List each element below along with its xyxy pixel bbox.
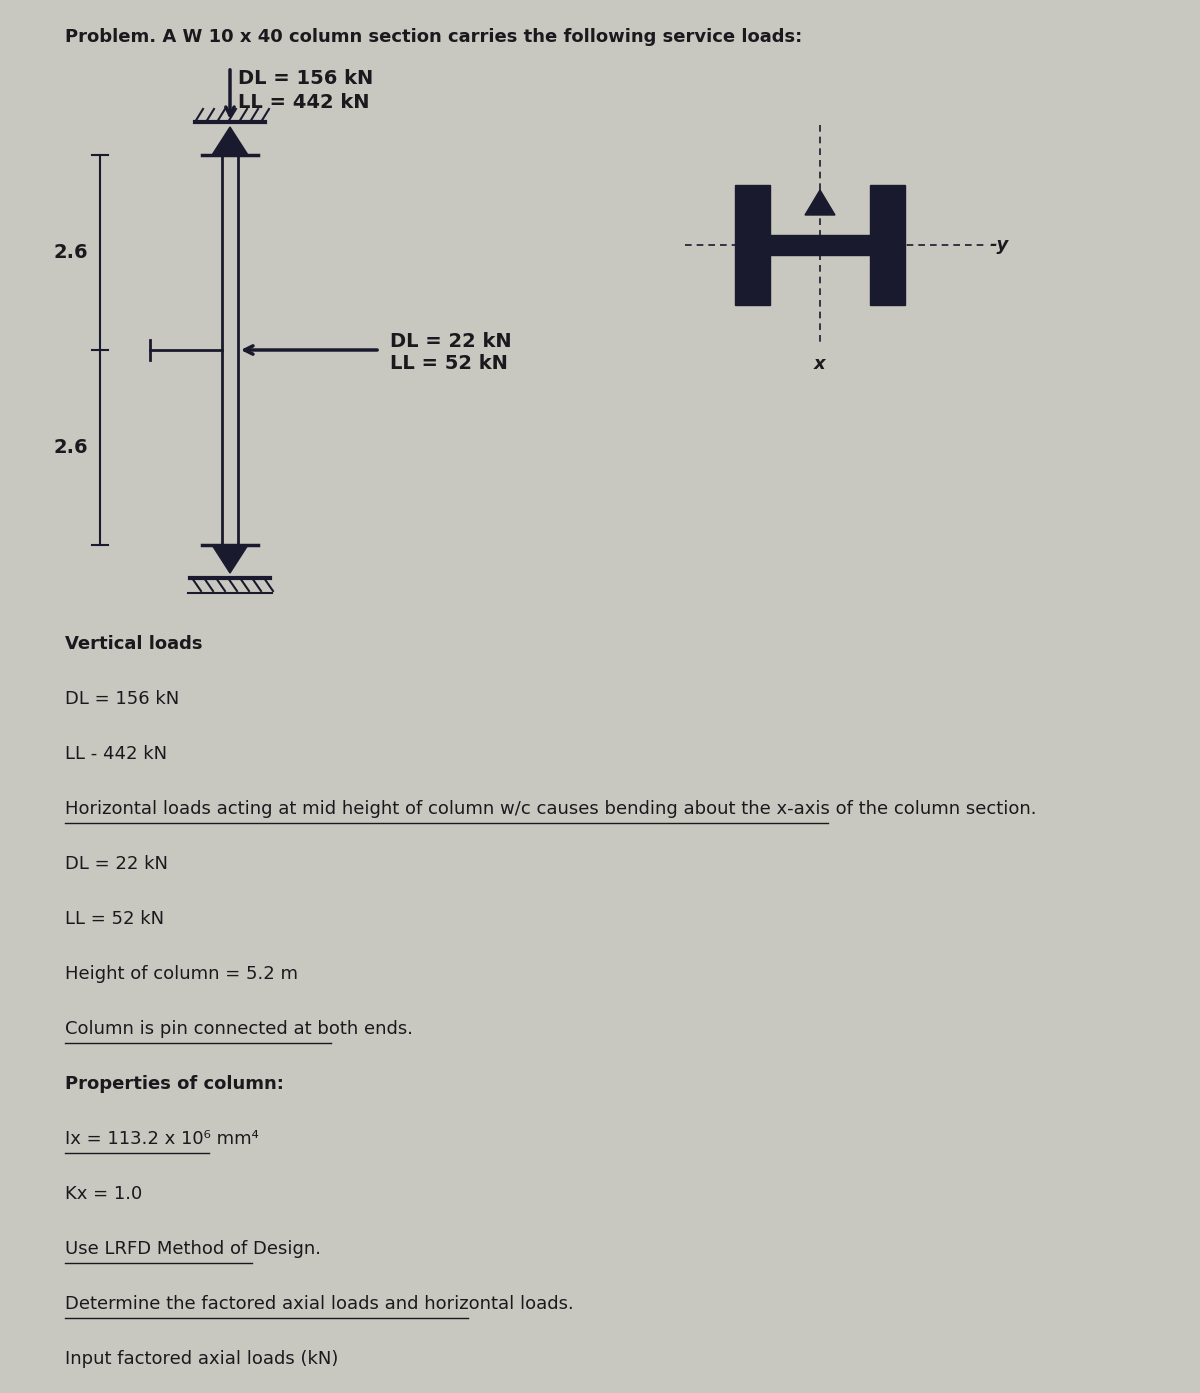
Text: x: x [814, 355, 826, 373]
Text: LL = 442 kN: LL = 442 kN [238, 93, 370, 111]
Text: Horizontal loads acting at mid height of column w/c causes bending about the x-a: Horizontal loads acting at mid height of… [65, 800, 1037, 818]
Text: 2.6: 2.6 [53, 242, 88, 262]
Text: DL = 22 kN: DL = 22 kN [65, 855, 168, 873]
Text: Vertical loads: Vertical loads [65, 635, 203, 653]
Text: LL = 52 kN: LL = 52 kN [390, 354, 508, 373]
Polygon shape [212, 545, 248, 573]
Text: Use LRFD Method of Design.: Use LRFD Method of Design. [65, 1240, 322, 1258]
Text: LL - 442 kN: LL - 442 kN [65, 745, 167, 763]
Bar [870, 185, 905, 305]
Bar [734, 185, 770, 305]
Text: Height of column = 5.2 m: Height of column = 5.2 m [65, 965, 298, 983]
Text: Properties of column:: Properties of column: [65, 1075, 284, 1094]
Text: Column is pin connected at both ends.: Column is pin connected at both ends. [65, 1020, 413, 1038]
Text: Input factored axial loads (kN): Input factored axial loads (kN) [65, 1350, 338, 1368]
Text: Ix = 113.2 x 10⁶ mm⁴: Ix = 113.2 x 10⁶ mm⁴ [65, 1130, 259, 1148]
Text: -y: -y [990, 235, 1009, 254]
Polygon shape [212, 127, 248, 155]
Text: DL = 156 kN: DL = 156 kN [65, 690, 179, 708]
Polygon shape [805, 189, 835, 215]
Text: LL = 52 kN: LL = 52 kN [65, 910, 164, 928]
Bar [770, 235, 870, 255]
Text: Determine the factored axial loads and horizontal loads.: Determine the factored axial loads and h… [65, 1295, 574, 1314]
Text: 2.6: 2.6 [53, 437, 88, 457]
Text: DL = 22 kN: DL = 22 kN [390, 332, 511, 351]
Text: Kx = 1.0: Kx = 1.0 [65, 1185, 143, 1204]
Text: DL = 156 kN: DL = 156 kN [238, 70, 373, 88]
Text: Problem. A W 10 x 40 column section carries the following service loads:: Problem. A W 10 x 40 column section carr… [65, 28, 803, 46]
